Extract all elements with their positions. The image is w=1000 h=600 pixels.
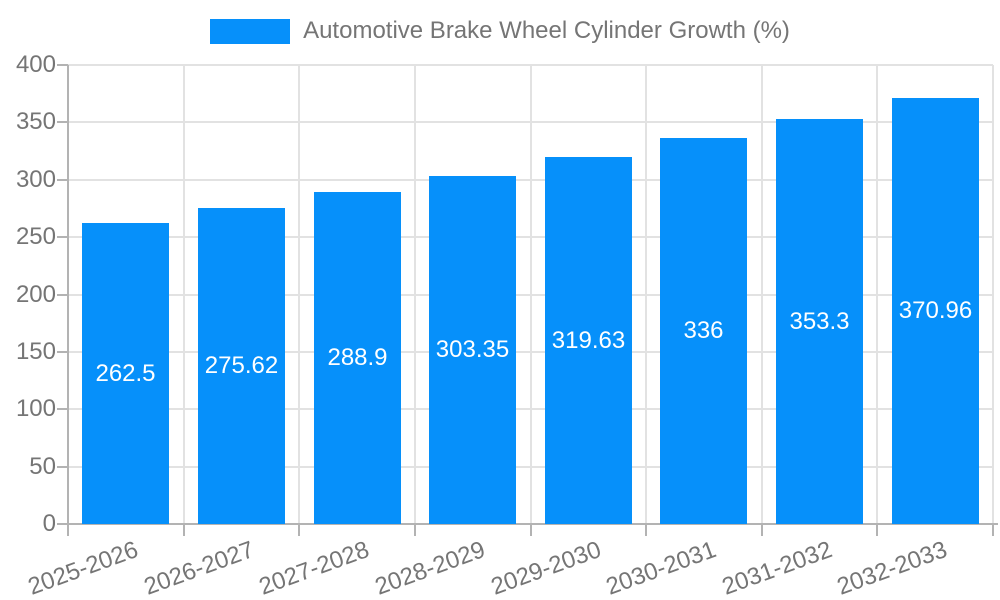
y-tick — [57, 466, 68, 468]
bar-value-label: 353.3 — [789, 307, 850, 335]
bar-value-label: 303.35 — [435, 336, 510, 363]
bar: 288.9 — [314, 192, 401, 524]
x-tick — [761, 524, 763, 536]
y-tick — [57, 179, 68, 181]
gridline-v — [761, 65, 763, 524]
x-axis-tick-label: 2029-2030 — [487, 536, 605, 600]
bar-value-label: 288.9 — [327, 344, 388, 371]
x-tick — [298, 524, 300, 536]
y-axis-tick-label: 200 — [15, 281, 56, 308]
x-axis-line — [57, 523, 998, 525]
y-axis-line — [67, 65, 69, 524]
y-tick — [57, 294, 68, 296]
bar: 275.62 — [198, 208, 285, 524]
bar-value-label: 319.63 — [551, 326, 626, 354]
x-axis-tick-label: 2030-2031 — [602, 536, 720, 600]
x-axis-tick-label: 2028-2029 — [371, 536, 489, 600]
x-tick — [645, 524, 647, 536]
x-axis-tick-label: 2025-2026 — [24, 536, 142, 600]
bar-value-label: 370.96 — [898, 297, 973, 324]
y-axis-tick-label: 50 — [29, 453, 56, 480]
x-tick — [183, 524, 185, 536]
y-axis-tick-label: 250 — [15, 223, 56, 250]
x-axis-tick-label: 2031-2032 — [718, 536, 836, 600]
gridline-v — [414, 65, 416, 524]
bar: 370.96 — [892, 98, 979, 524]
bar: 353.3 — [776, 119, 863, 524]
y-tick — [57, 408, 68, 410]
legend-swatch — [210, 18, 291, 44]
gridline-v — [298, 65, 300, 524]
y-axis-tick-label: 300 — [15, 166, 56, 193]
legend-label: Automotive Brake Wheel Cylinder Growth (… — [303, 17, 790, 44]
x-axis-tick-label: 2032-2033 — [833, 536, 952, 600]
bar: 319.63 — [545, 157, 632, 524]
y-tick — [57, 64, 68, 66]
y-axis-tick-label: 0 — [42, 510, 56, 537]
y-axis-tick-label: 350 — [15, 108, 56, 135]
x-tick — [876, 524, 878, 536]
bar: 262.5 — [82, 223, 169, 524]
bar-value-label: 275.62 — [204, 352, 279, 379]
y-axis-tick-label: 100 — [15, 395, 56, 422]
bar-value-label: 262.5 — [95, 359, 156, 387]
x-axis-tick-label: 2027-2028 — [255, 536, 373, 600]
legend: Automotive Brake Wheel Cylinder Growth (… — [0, 18, 1000, 44]
bar: 336 — [660, 138, 747, 524]
y-tick — [57, 236, 68, 238]
x-axis-tick-label: 2026-2027 — [140, 536, 258, 600]
gridline-v — [645, 65, 647, 524]
y-tick — [57, 121, 68, 123]
y-axis-tick-label: 400 — [15, 51, 56, 78]
x-tick — [414, 524, 416, 536]
bar-value-label: 336 — [683, 317, 724, 344]
bar: 303.35 — [429, 176, 516, 524]
gridline-v — [992, 65, 994, 524]
x-tick — [67, 524, 69, 536]
gridline-v — [530, 65, 532, 524]
x-tick — [992, 524, 994, 536]
y-tick — [57, 351, 68, 353]
gridline-v — [183, 65, 185, 524]
gridline-v — [876, 65, 878, 524]
y-axis-tick-label: 150 — [15, 338, 56, 365]
x-tick — [530, 524, 532, 536]
